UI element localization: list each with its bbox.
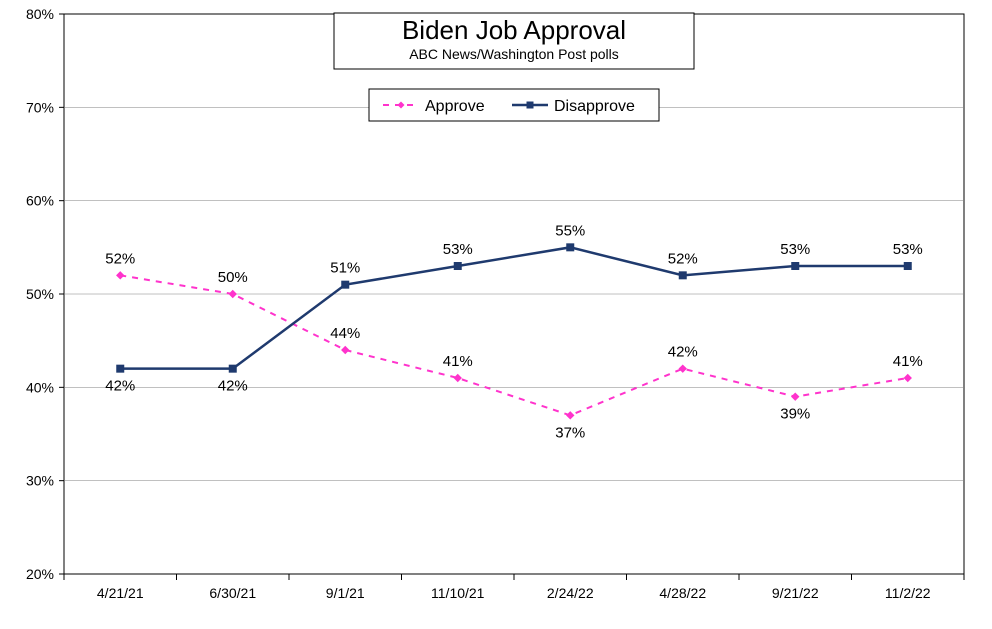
chart-svg: 20% 30% 40% 50% 60% 70% 80% 4/21/21 6/30/21 9/1/2… bbox=[0, 0, 992, 629]
data-label: 53% bbox=[443, 241, 473, 258]
legend-label: Disapprove bbox=[554, 98, 635, 115]
marker-square bbox=[342, 281, 349, 288]
data-label: 42% bbox=[668, 344, 698, 361]
data-label: 51% bbox=[330, 260, 360, 277]
data-label: 41% bbox=[893, 353, 923, 370]
chart-container: 20% 30% 40% 50% 60% 70% 80% 4/21/21 6/30/21 9/1/2… bbox=[0, 0, 992, 629]
chart-title: Biden Job Approval bbox=[402, 15, 626, 45]
x-tick-label: 4/28/22 bbox=[659, 585, 706, 601]
data-label: 37% bbox=[555, 424, 585, 441]
data-label: 44% bbox=[330, 325, 360, 342]
data-label: 52% bbox=[105, 250, 135, 267]
marker-square bbox=[904, 263, 911, 270]
y-tick-label: 80% bbox=[26, 6, 54, 22]
marker-square bbox=[792, 263, 799, 270]
marker-square bbox=[229, 365, 236, 372]
chart-subtitle: ABC News/Washington Post polls bbox=[409, 46, 619, 62]
data-label: 52% bbox=[668, 250, 698, 267]
marker-square bbox=[679, 272, 686, 279]
legend-label: Approve bbox=[425, 98, 485, 115]
data-label: 39% bbox=[780, 406, 810, 423]
x-tick-label: 2/24/22 bbox=[547, 585, 594, 601]
x-tick-label: 6/30/21 bbox=[209, 585, 256, 601]
marker-square bbox=[117, 365, 124, 372]
y-tick-label: 60% bbox=[26, 193, 54, 209]
y-tick-label: 50% bbox=[26, 286, 54, 302]
data-label: 50% bbox=[218, 269, 248, 286]
data-label: 42% bbox=[105, 378, 135, 395]
y-tick-label: 30% bbox=[26, 473, 54, 489]
data-label: 41% bbox=[443, 353, 473, 370]
marker-square bbox=[454, 263, 461, 270]
data-label: 42% bbox=[218, 378, 248, 395]
data-label: 53% bbox=[780, 241, 810, 258]
data-label: 55% bbox=[555, 222, 585, 239]
x-tick-label: 9/1/21 bbox=[326, 585, 365, 601]
x-tick-label: 4/21/21 bbox=[97, 585, 144, 601]
x-tick-label: 11/2/22 bbox=[885, 585, 931, 601]
data-label: 53% bbox=[893, 241, 923, 258]
y-tick-label: 40% bbox=[26, 379, 54, 395]
y-tick-label: 20% bbox=[26, 566, 54, 582]
x-tick-label: 11/10/21 bbox=[431, 585, 485, 601]
y-tick-label: 70% bbox=[26, 99, 54, 115]
x-tick-label: 9/21/22 bbox=[772, 585, 819, 601]
marker-square bbox=[567, 244, 574, 251]
